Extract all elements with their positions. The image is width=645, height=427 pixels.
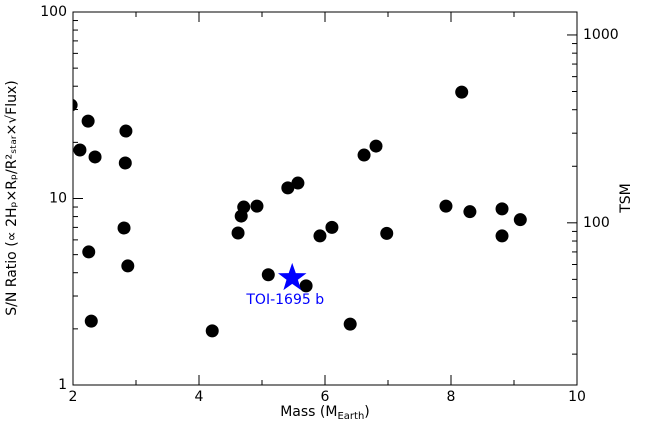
point [495,229,509,243]
point [369,139,383,153]
y-tick-label: 1 [58,377,67,393]
point [118,156,132,170]
point [313,229,327,243]
point [81,114,95,128]
y-tick-label: 100 [40,4,67,20]
point [495,202,509,216]
point [119,124,133,138]
point [237,200,251,214]
y-tick-label: 10 [49,191,67,207]
point [439,199,453,213]
point [380,226,394,240]
point [463,205,477,219]
point [291,176,305,190]
point-label: TOI-1695 b [245,292,324,308]
point [281,181,295,195]
point [513,213,527,227]
point [343,317,357,331]
point [84,314,98,328]
point [357,148,371,162]
x-tick-label: 4 [195,389,204,405]
point [325,220,339,234]
point [250,199,264,213]
point [73,143,87,157]
x-label-end: ) [364,404,369,420]
point [88,150,102,164]
x-tick-label: 6 [321,389,330,405]
point [117,221,131,235]
point [82,245,96,259]
point [121,259,135,273]
star-marker [278,262,307,291]
point [455,85,469,99]
point [231,226,245,240]
point [299,279,313,293]
y2-axis-label: TSM [618,183,634,214]
x-label-main: Mass (M [280,404,337,420]
x-tick-label: 2 [69,389,78,405]
y2-tick-label: 1000 [583,27,619,43]
plot-frame [72,11,578,386]
point [261,268,275,282]
y-axis-label: S/N Ratio (∝ 2Hₚ×Rₚ/R²ₛₜₐᵣ×√Flux) [4,80,20,315]
x-tick-label: 8 [447,389,456,405]
point [205,324,219,338]
x-label-sub: Earth [337,411,364,422]
x-axis-label: Mass (MEarth) [280,404,370,422]
point [73,98,78,112]
y2-tick-label: 100 [583,215,610,231]
x-tick-label: 10 [568,389,586,405]
